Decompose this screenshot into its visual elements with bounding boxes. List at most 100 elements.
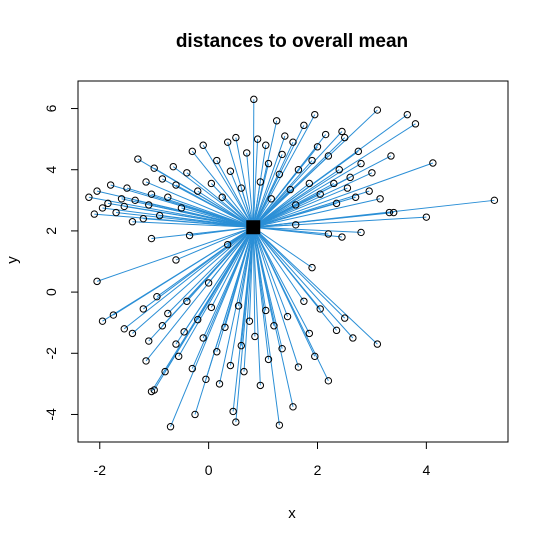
y-tick-label: 4 xyxy=(43,166,59,174)
distance-segment xyxy=(252,181,261,228)
data-point xyxy=(177,204,186,212)
data-point xyxy=(251,332,259,341)
data-point xyxy=(104,199,112,208)
data-point xyxy=(174,352,183,361)
data-point xyxy=(123,184,131,192)
data-point xyxy=(316,190,324,198)
data-point xyxy=(204,279,213,287)
distance-segment xyxy=(252,154,283,228)
data-point xyxy=(422,213,431,221)
distance-segment xyxy=(243,227,254,372)
data-point xyxy=(90,210,99,218)
data-point xyxy=(112,208,120,217)
data-point xyxy=(294,166,303,174)
data-point xyxy=(490,196,499,205)
y-axis-title: y xyxy=(4,256,21,264)
data-point xyxy=(281,132,289,140)
data-point xyxy=(338,233,346,241)
x-axis: -2 0 2 4 xyxy=(94,441,430,478)
distance-segment xyxy=(170,227,254,427)
data-point xyxy=(158,322,167,330)
data-point xyxy=(93,277,101,286)
data-point xyxy=(226,167,235,175)
data-point xyxy=(153,292,161,301)
distance-segment xyxy=(202,144,254,228)
data-point xyxy=(172,256,180,264)
data-point xyxy=(85,193,93,201)
overall-mean-marker xyxy=(246,220,261,235)
data-point xyxy=(332,199,341,208)
data-point xyxy=(191,410,199,419)
distance-segment xyxy=(253,212,390,228)
data-point xyxy=(376,195,384,203)
data-point xyxy=(256,381,265,390)
data-point xyxy=(357,228,365,237)
data-point xyxy=(275,170,284,179)
data-point xyxy=(199,141,207,149)
data-point xyxy=(324,152,333,160)
distance-segment xyxy=(219,227,254,384)
data-point xyxy=(169,162,177,171)
distance-segment xyxy=(197,226,254,320)
distance-segment xyxy=(252,227,261,386)
data-point xyxy=(289,138,297,146)
data-point xyxy=(264,355,273,364)
data-point xyxy=(234,302,243,310)
data-point xyxy=(134,155,142,163)
data-point xyxy=(338,127,346,136)
distance-segment xyxy=(110,184,254,228)
distance-segment xyxy=(186,226,254,302)
data-point xyxy=(305,329,314,338)
distance-segment xyxy=(248,227,254,322)
distance-segment xyxy=(252,226,354,339)
distance-segment xyxy=(96,190,254,228)
data-point xyxy=(232,133,240,142)
data-point xyxy=(223,138,232,146)
data-point xyxy=(243,149,251,157)
data-point xyxy=(183,169,191,177)
distance-segment xyxy=(252,169,340,228)
data-point xyxy=(253,135,262,143)
data-point xyxy=(267,195,275,203)
data-point xyxy=(188,364,197,373)
distance-segment xyxy=(252,139,259,228)
data-point xyxy=(142,178,150,186)
data-point xyxy=(188,147,197,156)
data-point xyxy=(98,317,107,325)
data-point xyxy=(357,159,365,168)
data-point xyxy=(185,231,194,240)
data-point xyxy=(286,185,294,194)
data-point xyxy=(270,322,278,330)
data-point xyxy=(237,184,245,192)
distance-segment xyxy=(224,227,254,328)
data-point xyxy=(403,110,412,119)
data-point xyxy=(128,329,137,338)
data-point xyxy=(131,196,139,205)
data-point xyxy=(429,159,437,167)
data-point xyxy=(343,184,352,192)
distance-segment xyxy=(252,131,343,228)
y-tick-label: -4 xyxy=(43,408,59,421)
distance-segment xyxy=(238,227,254,306)
distance-segment xyxy=(210,183,254,228)
data-point xyxy=(164,309,172,318)
data-point xyxy=(321,130,330,139)
data-point xyxy=(213,156,221,165)
data-point xyxy=(194,315,202,324)
data-point xyxy=(164,193,172,201)
data-point xyxy=(324,377,333,385)
data-point xyxy=(128,218,137,226)
data-point xyxy=(139,214,148,223)
distance-segment xyxy=(210,227,254,308)
distance-segment xyxy=(253,198,381,228)
data-point xyxy=(262,141,270,149)
data-point xyxy=(256,178,265,186)
data-point xyxy=(335,166,343,174)
distance-segment xyxy=(253,162,434,228)
distance-segment xyxy=(252,114,316,228)
data-point xyxy=(117,195,126,203)
distance-segment xyxy=(252,99,255,228)
data-point xyxy=(294,363,303,371)
data-point xyxy=(373,106,382,114)
